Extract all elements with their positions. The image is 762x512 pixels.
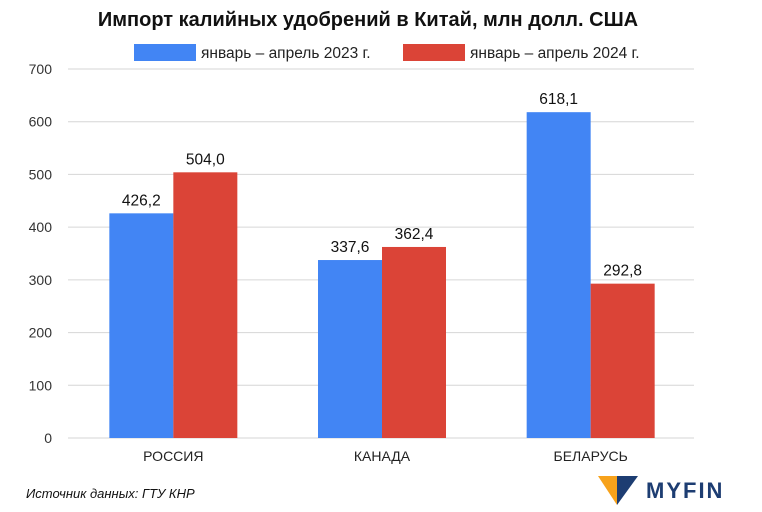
- chart-title: Импорт калийных удобрений в Китай, млн д…: [98, 9, 638, 31]
- y-tick-label: 400: [29, 219, 53, 235]
- data-labels: 426,2 504,0 337,6 362,4 618,1 292,8: [122, 91, 642, 279]
- source-note: Источник данных: ГТУ КНР: [26, 486, 195, 501]
- data-label: 337,6: [331, 239, 370, 256]
- legend: январь – апрель 2023 г. январь – апрель …: [134, 44, 640, 62]
- data-label: 292,8: [603, 263, 642, 280]
- bar-2024: [382, 246, 446, 438]
- category-label: РОССИЯ: [143, 448, 203, 464]
- bar-2023: [526, 112, 591, 438]
- y-tick-label: 700: [29, 61, 53, 77]
- bar-2023: [109, 213, 174, 438]
- y-tick-label: 600: [29, 114, 53, 130]
- myfin-logo-mark-navy: [617, 476, 638, 505]
- legend-label-2023: январь – апрель 2023 г.: [201, 45, 371, 62]
- y-axis-ticks: 0 100 200 300 400 500 600 700: [29, 61, 53, 446]
- legend-swatch-2023: [134, 44, 196, 61]
- legend-swatch-2024: [403, 44, 465, 61]
- data-label: 618,1: [539, 91, 578, 108]
- x-axis-categories: РОССИЯ КАНАДА БЕЛАРУСЬ: [143, 448, 628, 464]
- legend-label-2024: январь – апрель 2024 г.: [470, 45, 640, 62]
- data-label: 362,4: [395, 226, 434, 243]
- bar-2024: [590, 283, 655, 438]
- bar-2023: [318, 260, 382, 438]
- y-tick-label: 200: [29, 325, 53, 341]
- myfin-logo-mark-orange: [598, 476, 617, 505]
- myfin-logo-text: MYFIN: [646, 478, 724, 503]
- y-tick-label: 0: [44, 430, 52, 446]
- y-tick-label: 300: [29, 272, 53, 288]
- bars: [109, 112, 655, 438]
- y-tick-label: 100: [29, 377, 53, 393]
- bar-2024: [173, 172, 238, 438]
- myfin-logo: MYFIN: [598, 476, 724, 505]
- y-tick-label: 500: [29, 166, 53, 182]
- data-label: 426,2: [122, 192, 161, 209]
- category-label: КАНАДА: [354, 448, 411, 464]
- data-label: 504,0: [186, 151, 225, 168]
- category-label: БЕЛАРУСЬ: [554, 448, 628, 464]
